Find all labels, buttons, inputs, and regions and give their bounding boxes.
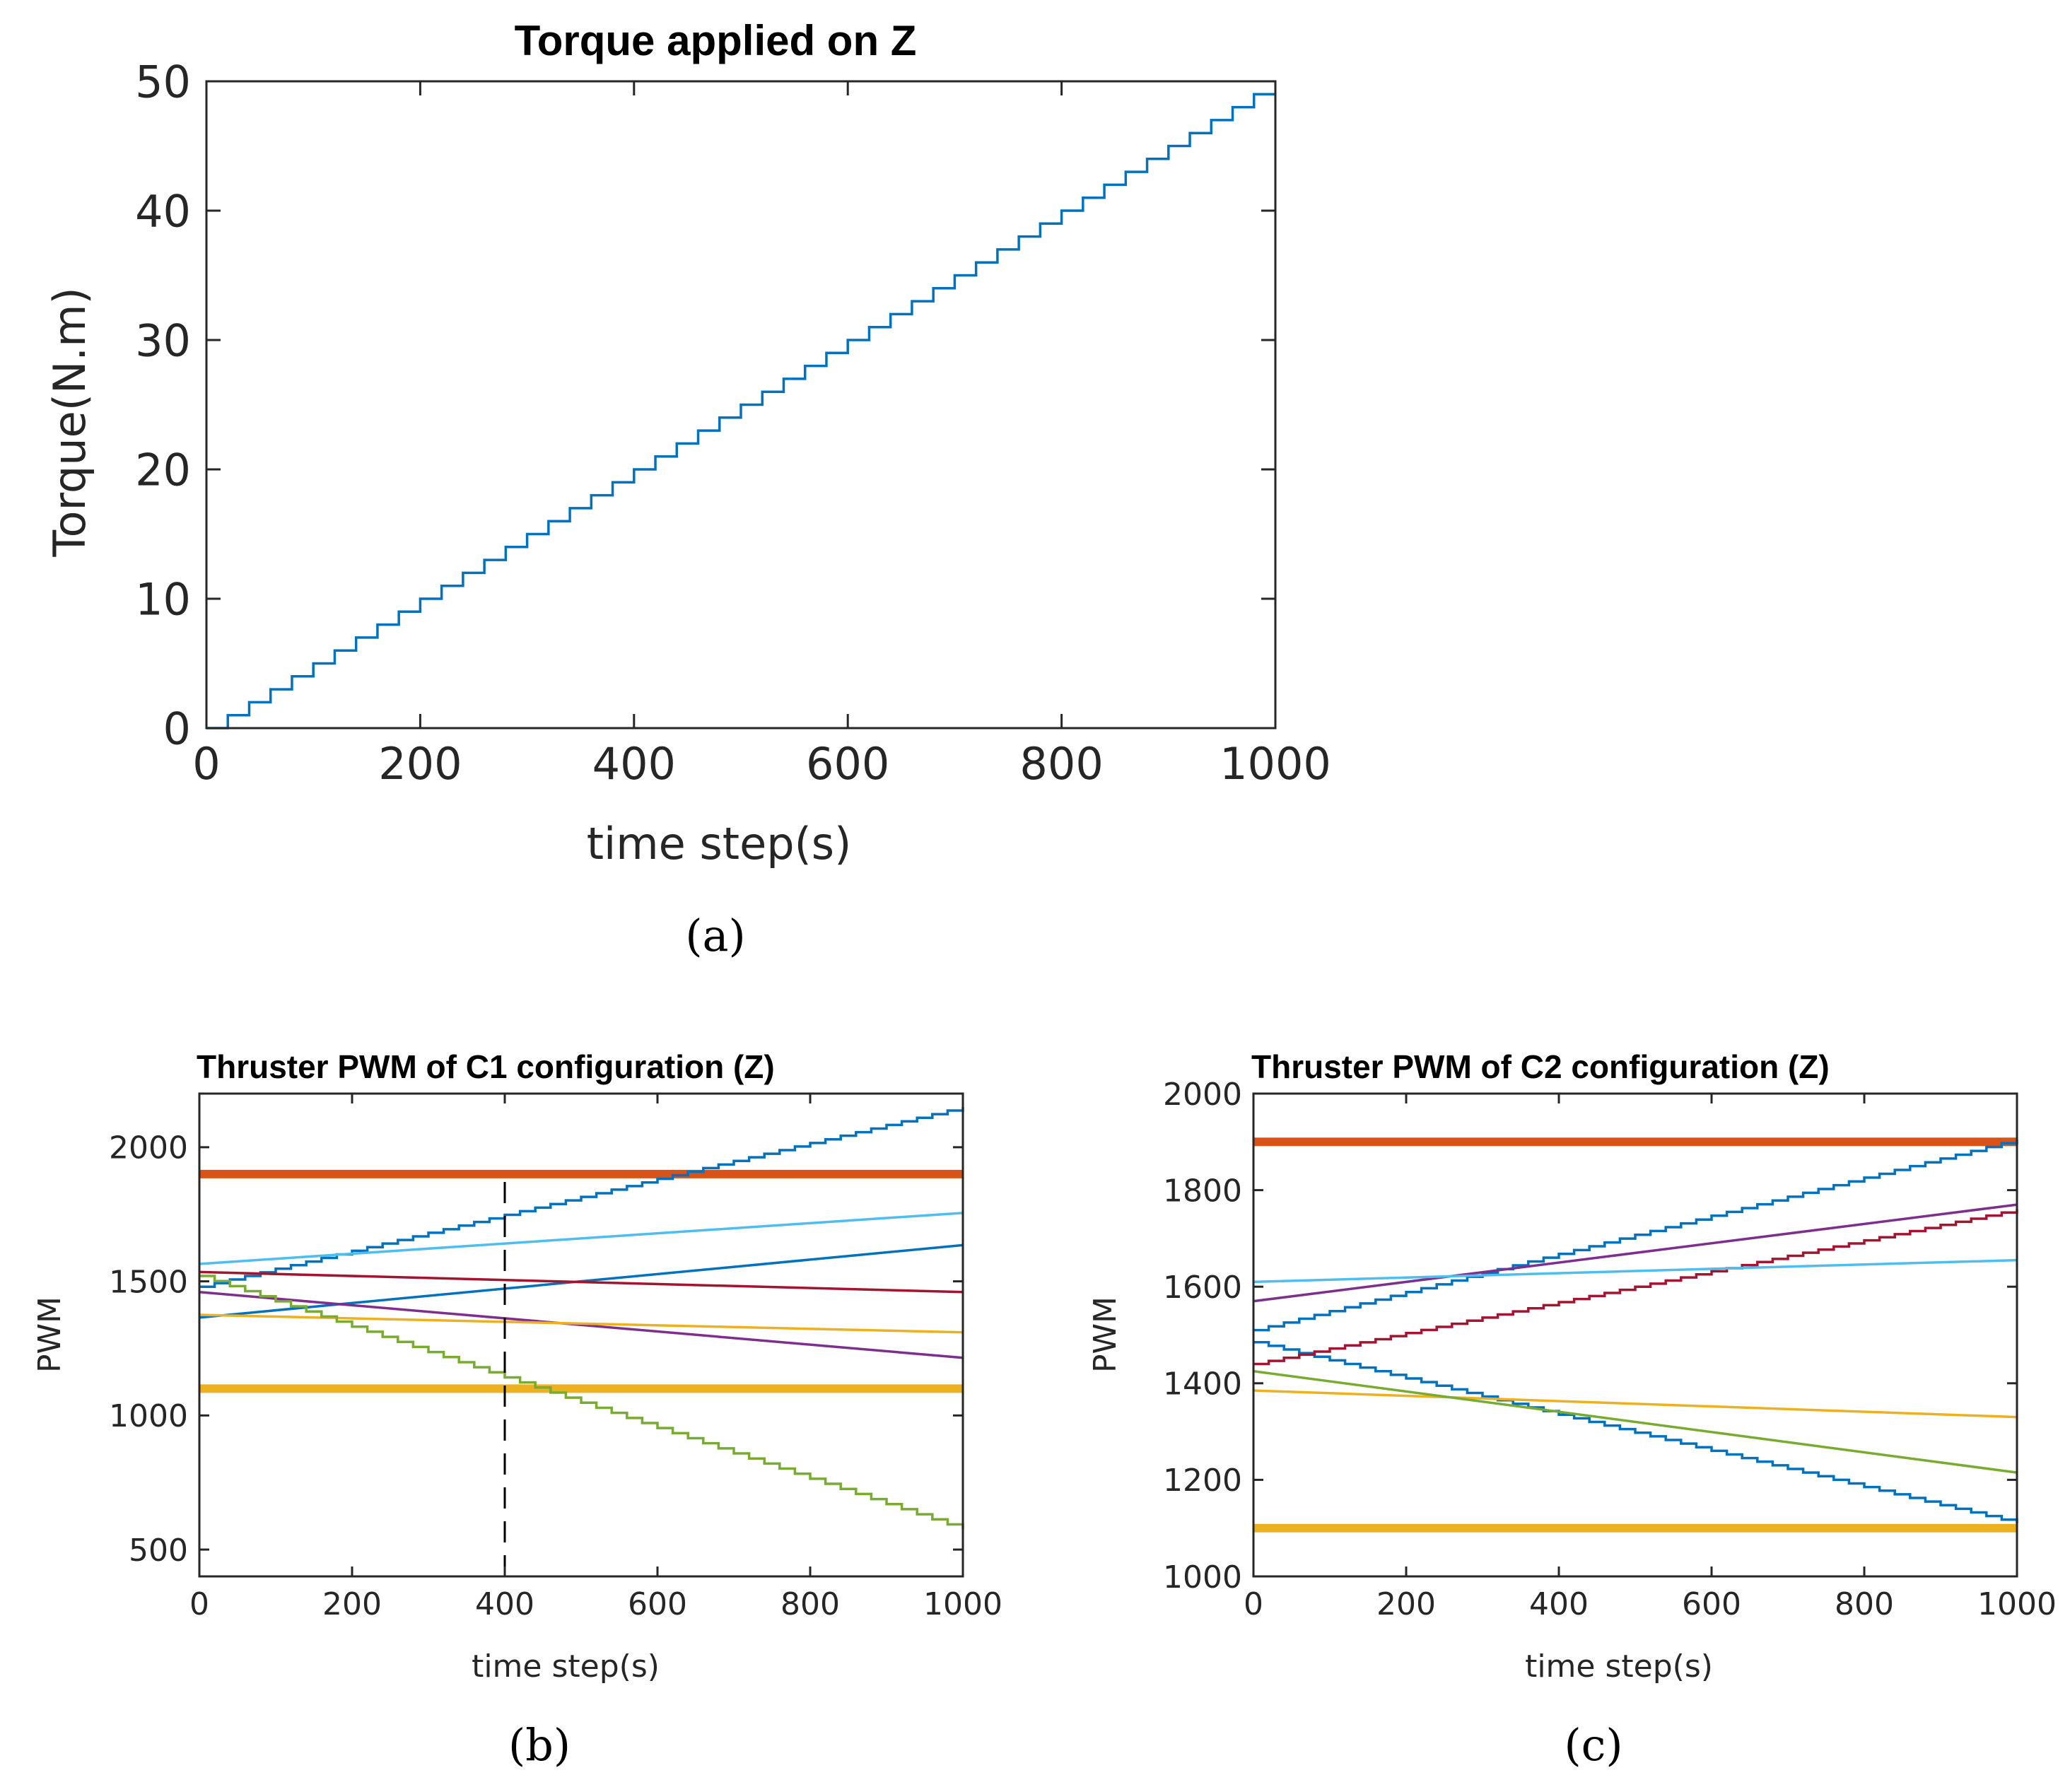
panel-a-series-torque [206,93,1275,730]
panel-b-series-thruster-6 [199,1313,964,1334]
panel-c-series-thruster-5 [1253,1258,2018,1284]
panel-c-ytick-label: 1000 [1163,1559,1242,1595]
panel-a-xtick-label: 600 [806,738,889,790]
panel-c-series-thruster-4 [1253,1209,2018,1366]
panel-b-series-thruster-1 [199,1106,964,1288]
panel-c-xtick-label: 200 [1376,1586,1436,1622]
panel-c-xlabel: time step(s) [1525,1648,1713,1685]
panel-b-ytick-label: 1500 [109,1264,188,1300]
panel-a-plot-area [206,93,1275,730]
panel-c-ytick-label: 1800 [1163,1173,1242,1209]
panel-b-title: Thruster PWM of C1 configuration (Z) [197,1048,775,1085]
panel-c-series-thruster-1 [1253,1139,2018,1332]
panel-c-axes-frame [1252,1092,2018,1578]
panel-b-series-thruster-2 [199,1212,964,1265]
panel-b-axes-frame [198,1092,964,1578]
panel-c-ytick-label: 2000 [1163,1077,1242,1113]
panel-c-plot-area [1253,1137,2018,1533]
panel-c-series-thruster-3 [1253,1203,2018,1303]
panel-c-ticks: 0 200 400 600 800 1000 1000 1200 1400 1600 1800 200… [1163,1077,2057,1622]
panel-a-ytick-label: 20 [135,444,191,496]
panel-b-ytick-label: 2000 [109,1130,188,1166]
panel-b-c1-pwm: Thruster PWM of C1 configuration (Z) 0 20… [32,1048,1002,1771]
panel-b-series-thruster-7 [199,1275,964,1530]
panel-b-xtick-label: 800 [780,1586,840,1622]
panel-b-xtick-label: 400 [475,1586,534,1622]
panel-a-title: Torque applied on Z [515,17,917,64]
panel-b-plot-area [199,1106,964,1576]
panel-a-axes-frame [205,80,1277,730]
panel-c-ylabel: PWM [1087,1296,1123,1373]
panel-b-ticks: 0 200 400 600 800 1000 500 1000 1500 2000 [109,1094,1002,1622]
panel-c-xtick-label: 400 [1529,1586,1589,1622]
panel-a-ylabel: Torque(N.m) [44,287,95,557]
panel-c-series-thruster-2 [1253,1340,2018,1523]
panel-c-xtick-label: 0 [1244,1586,1263,1622]
panel-c-xtick-label: 1000 [1977,1586,2057,1622]
panel-a-torque: Torque applied on Z 0 200 400 600 800 1000 0 10… [44,17,1331,961]
panel-a-xtick-label: 400 [592,738,676,790]
panel-a-xtick-label: 0 [192,738,220,790]
panel-c-c2-pwm: Thruster PWM of C2 configuration (Z) 0 20… [1087,1048,2057,1771]
panel-c-xtick-label: 800 [1835,1586,1894,1622]
panel-a-ytick-label: 40 [135,185,191,237]
panel-c-title: Thruster PWM of C2 configuration (Z) [1251,1048,1830,1085]
panel-a-ytick-label: 0 [163,703,191,754]
panel-c-ytick-label: 1200 [1163,1463,1242,1499]
panel-b-caption: (b) [508,1719,571,1771]
panel-c-ytick-label: 1400 [1163,1366,1242,1402]
panel-b-xtick-label: 200 [322,1586,382,1622]
panel-c-caption: (c) [1564,1719,1622,1771]
panel-a-xtick-label: 800 [1019,738,1103,790]
panel-c-series-thruster-6 [1253,1389,2018,1419]
panel-c-ytick-label: 1600 [1163,1270,1242,1306]
panel-c-series-thruster-7 [1253,1369,2018,1474]
panel-c-xtick-label: 600 [1682,1586,1741,1622]
panel-b-series-thruster-4 [199,1270,964,1294]
panel-b-xlabel: time step(s) [472,1648,660,1685]
panel-b-series-thruster-5 [199,1291,964,1359]
panel-b-ytick-label: 500 [129,1533,188,1569]
panel-b-ytick-label: 1000 [109,1398,188,1434]
panel-a-ticks: 0 200 400 600 800 1000 0 10 20 30 40 50 [135,56,1331,790]
panel-a-xtick-label: 1000 [1220,738,1331,790]
panel-a-xtick-label: 200 [378,738,462,790]
panel-b-xtick-label: 0 [189,1586,209,1622]
panel-a-ytick-label: 50 [135,56,191,107]
panel-b-xtick-label: 600 [628,1586,687,1622]
panel-a-xlabel: time step(s) [587,818,852,869]
panel-a-ytick-label: 10 [135,573,191,625]
panel-a-ytick-label: 30 [135,315,191,366]
panel-a-caption: (a) [685,910,745,961]
panel-b-xtick-label: 1000 [923,1586,1002,1622]
panel-b-ylabel: PWM [32,1296,68,1373]
